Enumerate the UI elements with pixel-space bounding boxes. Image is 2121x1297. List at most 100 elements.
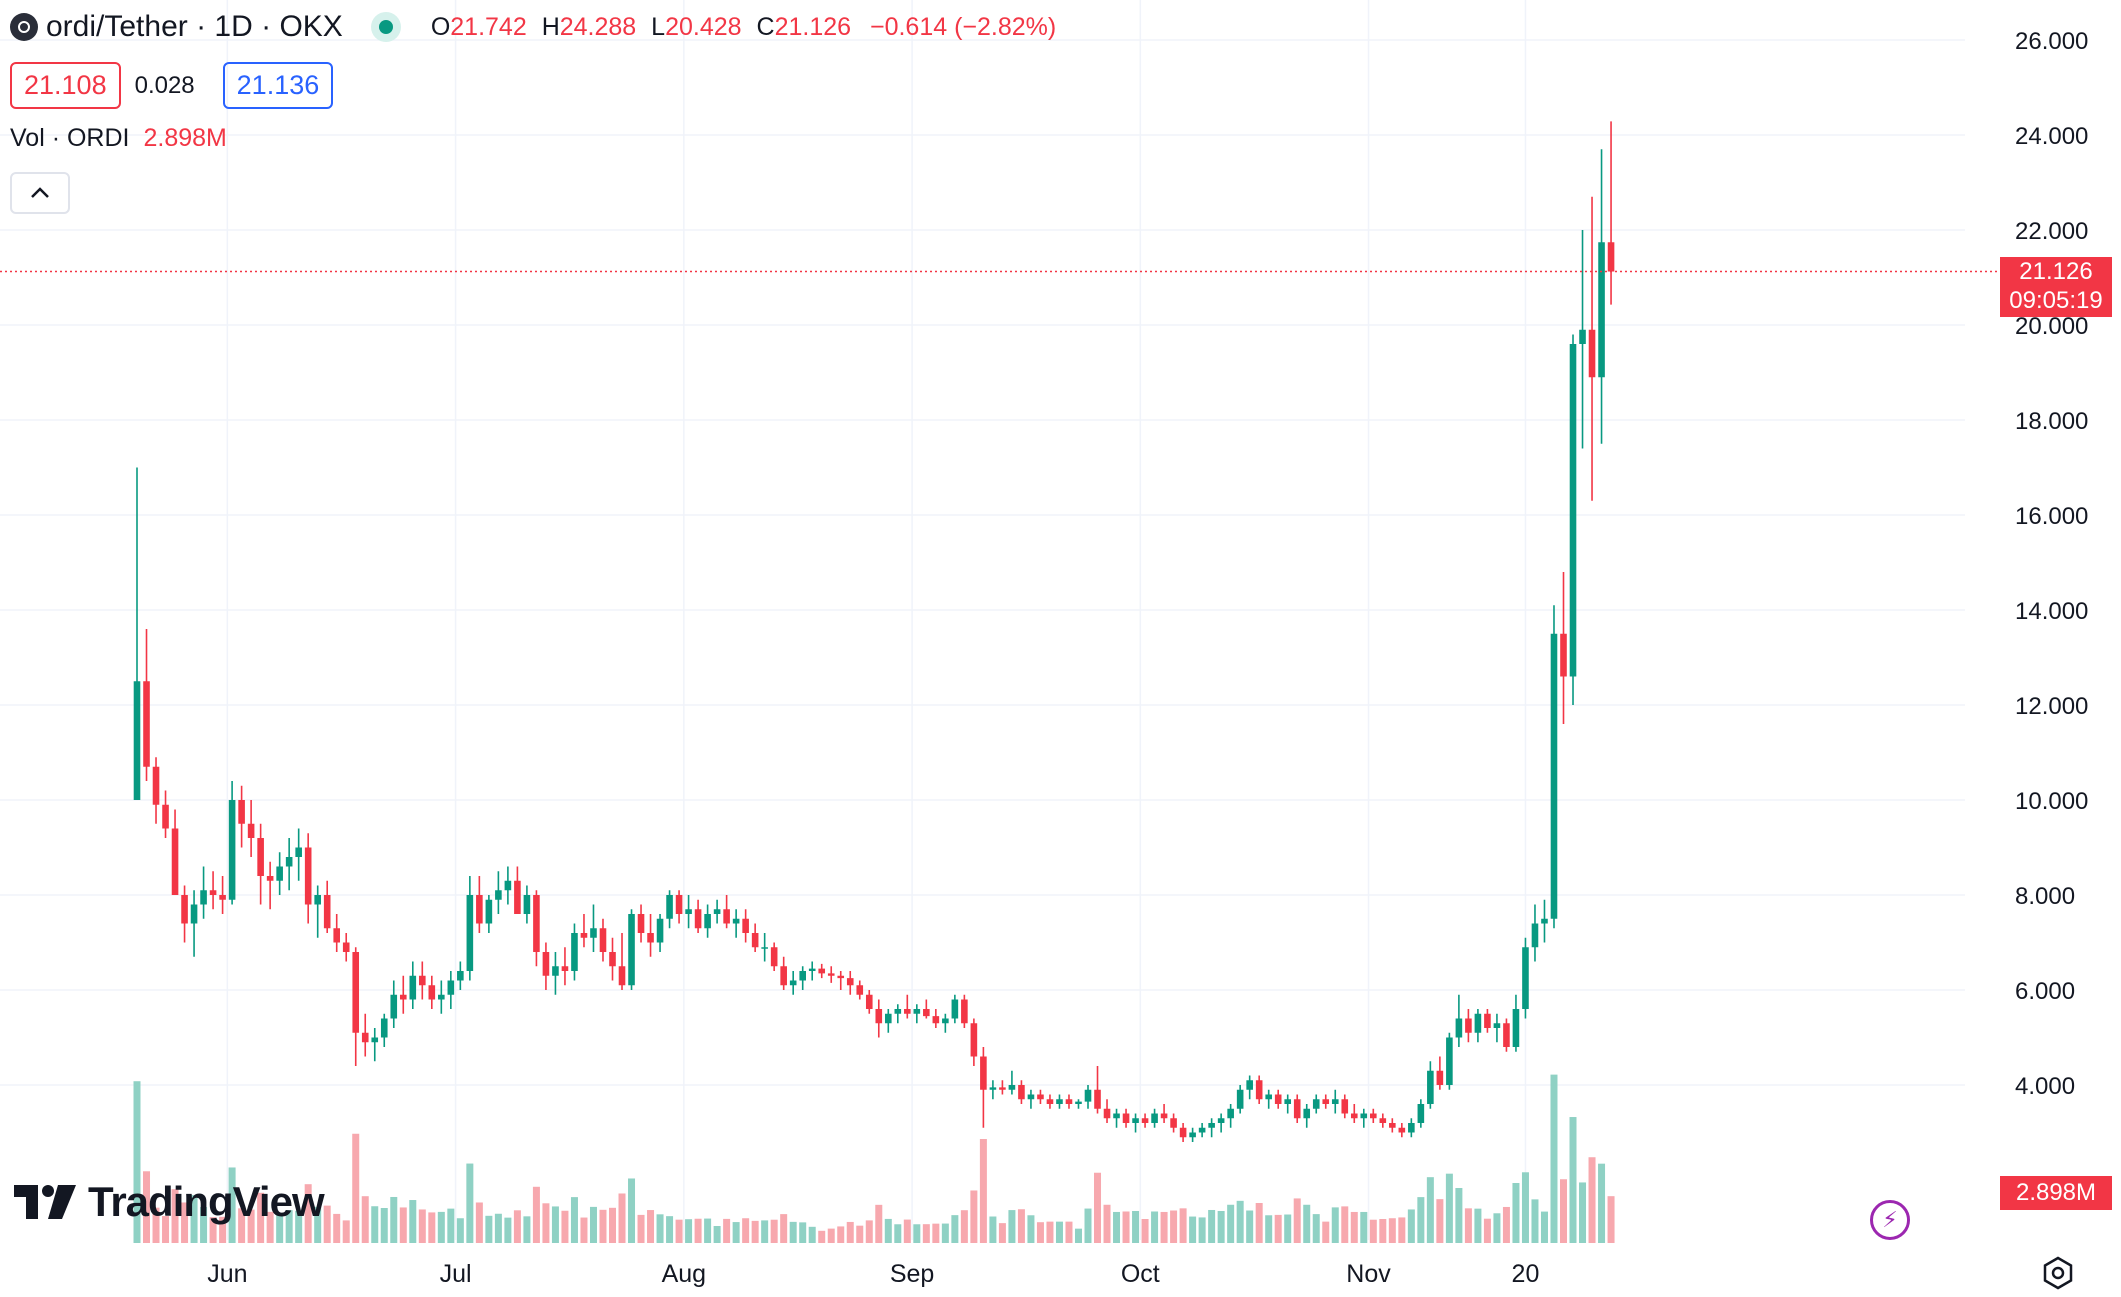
candle-body	[238, 800, 245, 824]
low-label: L	[651, 12, 666, 41]
volume-bar	[1341, 1206, 1349, 1243]
candle	[542, 942, 550, 990]
candle-body	[162, 804, 169, 829]
tradingview-logo[interactable]: TradingView	[14, 1178, 325, 1226]
market-open-dot-icon[interactable]	[370, 12, 401, 42]
collapse-legend-button[interactable]	[10, 172, 70, 214]
candle-body	[865, 994, 873, 1009]
volume-bar	[1227, 1204, 1235, 1243]
candle	[1084, 1085, 1092, 1109]
high-label: H	[541, 12, 560, 41]
price-tick-label: 12.000	[2015, 693, 2088, 720]
volume-badge: 2.898M	[2000, 1176, 2112, 1210]
time-axis[interactable]: Jun Jul Aug Sep Oct Nov 20	[207, 1260, 1539, 1288]
candle-body	[1503, 1023, 1510, 1047]
price-axis[interactable]: 4.000 6.000 8.000 10.000 12.000 14.000 16.000 1…	[2015, 28, 2088, 1100]
change-value: −0.614 (−2.82%)	[869, 12, 1057, 41]
candle-body	[675, 895, 683, 914]
lightning-icon[interactable]: ⚡	[1870, 1200, 1910, 1240]
volume-bar	[456, 1218, 464, 1243]
volume-bar	[647, 1210, 655, 1243]
volume-bar	[751, 1220, 759, 1243]
candle	[533, 890, 540, 967]
candle-body	[1027, 1094, 1035, 1100]
volume-bar	[1074, 1228, 1082, 1243]
time-tick-label: 20	[1512, 1260, 1540, 1288]
volume-bar	[361, 1196, 369, 1243]
candle	[609, 937, 616, 981]
volume-bar	[1284, 1214, 1292, 1243]
symbol-name[interactable]: ordi/Tether	[46, 10, 188, 43]
volume-bar	[257, 1192, 265, 1243]
candle-body	[1274, 1094, 1282, 1104]
candle	[1094, 1066, 1101, 1114]
candle-body	[1350, 1113, 1358, 1119]
candle-body	[295, 847, 302, 857]
candle	[228, 781, 236, 905]
volume-bar	[314, 1206, 322, 1243]
candle-body	[1408, 1123, 1415, 1133]
volume-bar	[1084, 1208, 1092, 1243]
volume-bar	[1331, 1207, 1339, 1243]
volume-bar	[875, 1204, 883, 1243]
candle-body	[1322, 1099, 1330, 1104]
candle	[495, 871, 502, 914]
candle-body	[352, 952, 360, 1033]
candle	[1370, 1108, 1377, 1123]
candle-body	[1037, 1094, 1044, 1100]
candle	[1389, 1118, 1396, 1133]
volume-bar	[1379, 1219, 1387, 1243]
candle-body	[1341, 1099, 1349, 1114]
candle-body	[1018, 1085, 1025, 1100]
candle-body	[1084, 1089, 1092, 1102]
brand-name: TradingView	[88, 1178, 325, 1225]
volume-bar	[551, 1206, 559, 1243]
price-tick-label: 26.000	[2015, 28, 2088, 55]
candle	[1379, 1113, 1387, 1128]
volume-bar	[162, 1216, 170, 1243]
candle-body	[504, 880, 512, 891]
interval-label[interactable]: 1D	[214, 10, 253, 43]
candle	[1075, 1099, 1082, 1109]
candle-body	[409, 975, 417, 1000]
price-tick-label: 14.000	[2015, 598, 2088, 625]
buy-button[interactable]: 21.136	[222, 62, 334, 109]
candle	[504, 866, 512, 905]
candle-body	[837, 975, 845, 979]
candle-body	[495, 890, 502, 900]
candle-body	[970, 1023, 978, 1057]
exchange-label[interactable]: OKX	[279, 10, 343, 43]
candle-body	[1303, 1108, 1311, 1119]
candle-body	[1360, 1113, 1368, 1119]
volume-bar	[171, 1189, 179, 1243]
candle-body	[618, 966, 626, 986]
candle	[932, 1009, 940, 1028]
volume-bar	[808, 1226, 816, 1243]
candle	[751, 923, 759, 952]
candle-body	[1588, 329, 1596, 378]
candle	[1417, 1099, 1425, 1128]
volume-bar	[1160, 1211, 1168, 1243]
candle-body	[1189, 1132, 1196, 1138]
candle	[999, 1080, 1006, 1095]
candle	[561, 947, 569, 986]
volume-bar	[1027, 1215, 1035, 1243]
high-value: 24.288	[559, 12, 637, 41]
candle	[1331, 1089, 1339, 1114]
volume-bar	[1170, 1210, 1178, 1243]
gear-icon[interactable]	[2040, 1255, 2076, 1291]
volume-bar	[323, 1205, 331, 1243]
candle	[162, 790, 169, 838]
candle-body	[637, 914, 645, 933]
candle-body	[514, 880, 521, 914]
volume-bar	[295, 1210, 303, 1243]
volume-legend[interactable]: Vol · ORDI 2.898M	[10, 124, 227, 153]
ordi-coin-icon	[10, 13, 38, 41]
volume-bar	[1531, 1199, 1539, 1243]
candle-body	[1569, 344, 1577, 677]
volume-bar	[380, 1208, 388, 1243]
sell-button[interactable]: 21.108	[10, 62, 121, 109]
volume-bar	[133, 1081, 141, 1243]
candle	[1037, 1089, 1044, 1104]
